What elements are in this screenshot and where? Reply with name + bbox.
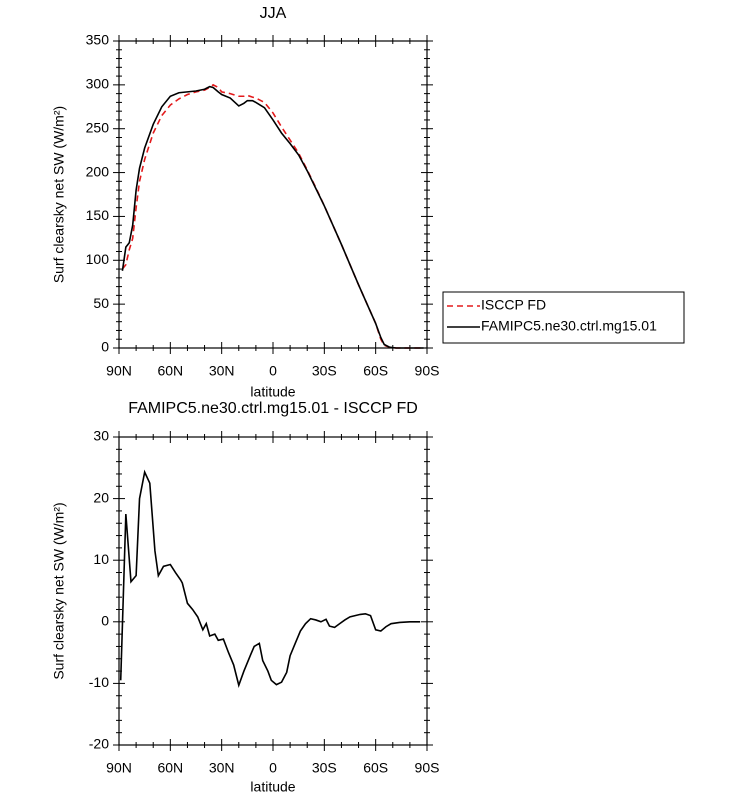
x-tick-label: 90S bbox=[415, 363, 440, 379]
data-line bbox=[121, 85, 424, 349]
x-tick-label: 60S bbox=[363, 760, 388, 776]
y-tick-label: 20 bbox=[93, 489, 109, 505]
data-line bbox=[119, 469, 421, 688]
x-axis-label: latitude bbox=[250, 384, 295, 400]
x-tick-label: 0 bbox=[269, 363, 277, 379]
x-tick-label: 90S bbox=[415, 760, 440, 776]
y-tick-label: 50 bbox=[93, 295, 109, 311]
y-tick-label: 30 bbox=[93, 428, 109, 444]
x-tick-label: 60S bbox=[363, 363, 388, 379]
x-tick-label: 30N bbox=[209, 760, 235, 776]
x-tick-label: 0 bbox=[269, 760, 277, 776]
y-tick-label: 0 bbox=[101, 339, 109, 355]
legend-label: ISCCP FD bbox=[481, 297, 546, 313]
legend-label: FAMIPC5.ne30.ctrl.mg15.01 bbox=[481, 318, 657, 334]
x-axis-label: latitude bbox=[250, 779, 295, 795]
plot-frame bbox=[118, 40, 428, 349]
y-tick-label: 200 bbox=[86, 163, 110, 179]
y-tick-label: 300 bbox=[86, 76, 110, 92]
x-tick-label: 90N bbox=[106, 760, 132, 776]
y-tick-label: 10 bbox=[93, 551, 109, 567]
y-tick-label: 350 bbox=[86, 32, 110, 48]
x-tick-label: 60N bbox=[157, 363, 183, 379]
legend-box bbox=[442, 291, 685, 344]
y-tick-label: 250 bbox=[86, 119, 110, 135]
x-tick-label: 30N bbox=[209, 363, 235, 379]
y-tick-label: 150 bbox=[86, 207, 110, 223]
y-tick-label: -20 bbox=[89, 736, 109, 752]
y-axis-label: Surf clearsky net SW (W/m²) bbox=[51, 106, 67, 283]
x-tick-label: 60N bbox=[157, 760, 183, 776]
y-tick-label: 100 bbox=[86, 251, 110, 267]
y-tick-label: 0 bbox=[101, 613, 109, 629]
chart-title: FAMIPC5.ne30.ctrl.mg15.01 - ISCCP FD bbox=[128, 400, 418, 417]
x-tick-label: 30S bbox=[312, 363, 337, 379]
y-tick-label: -10 bbox=[89, 674, 109, 690]
y-axis-label: Surf clearsky net SW (W/m²) bbox=[51, 502, 67, 679]
plot-frame bbox=[118, 436, 428, 746]
data-line bbox=[121, 83, 424, 349]
x-tick-label: 90N bbox=[106, 363, 132, 379]
x-tick-label: 30S bbox=[312, 760, 337, 776]
chart-title: JJA bbox=[260, 5, 287, 22]
